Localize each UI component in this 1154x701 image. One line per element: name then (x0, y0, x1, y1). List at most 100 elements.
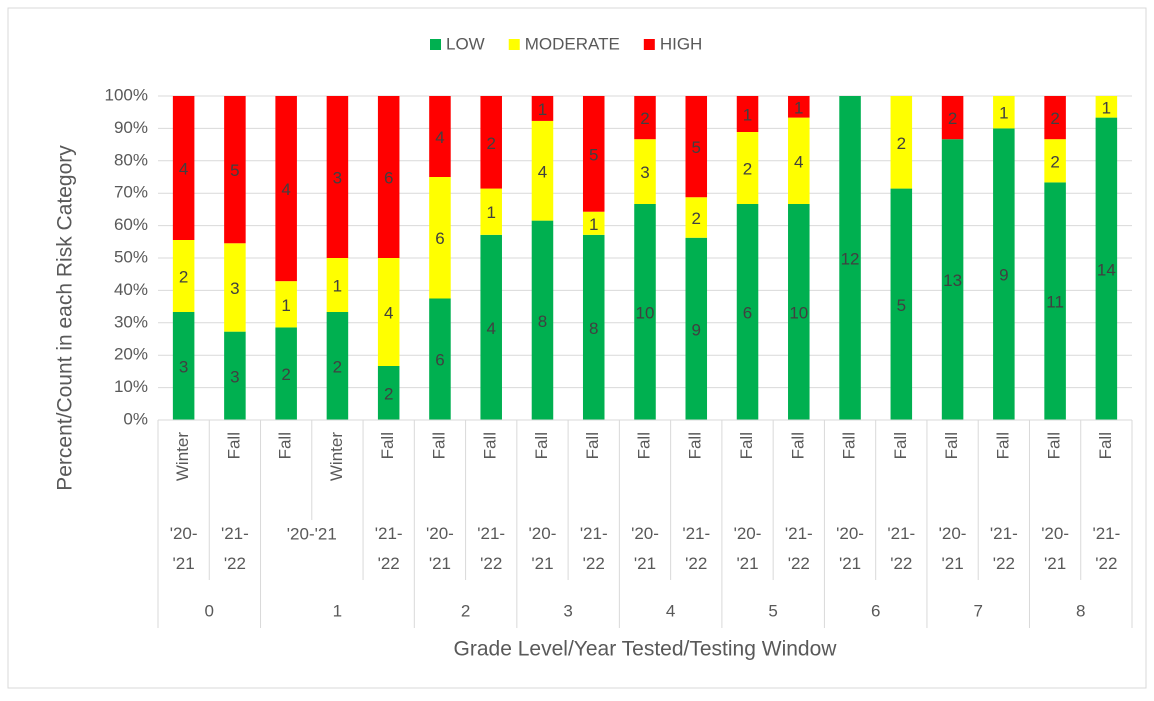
y-tick-label: 30% (114, 312, 148, 331)
data-label: 4 (281, 180, 290, 199)
bar-segment (736, 96, 759, 132)
window-label: Fall (583, 432, 602, 459)
data-label: 11 (1046, 293, 1064, 312)
bar-segment (634, 96, 656, 140)
data-label: 9 (999, 266, 1008, 285)
bar-segment (326, 312, 349, 420)
bar-segment (1095, 96, 1118, 118)
grade-label: 4 (666, 601, 675, 620)
bar-segment (788, 117, 810, 204)
grade-label: 8 (1076, 601, 1085, 620)
bar-segment (224, 331, 246, 420)
data-label: 4 (538, 162, 547, 181)
data-label: 3 (230, 367, 239, 386)
data-label: 1 (589, 215, 598, 234)
year-label: '21-'22 (785, 524, 813, 573)
data-label: 2 (743, 159, 752, 178)
window-label: Fall (942, 432, 961, 459)
bar-segment (1044, 182, 1066, 420)
year-label: '21-'22 (1092, 524, 1120, 573)
data-label: 5 (692, 138, 701, 157)
window-label: Winter (327, 432, 346, 481)
bar-segment (377, 258, 400, 366)
data-label: 13 (943, 271, 962, 290)
grade-label: 2 (461, 601, 470, 620)
data-label: 1 (486, 203, 495, 222)
bar-segment (326, 258, 349, 312)
bar-segment (172, 240, 195, 312)
y-tick-label: 60% (114, 215, 148, 234)
year-label: '21-'22 (887, 524, 915, 573)
data-label: 2 (1050, 152, 1059, 171)
bar-segment (634, 139, 656, 204)
data-label: 2 (179, 267, 188, 286)
bar-segment (480, 234, 502, 420)
legend-swatch (508, 39, 520, 50)
data-label: 4 (384, 303, 393, 322)
year-label: '21-'22 (375, 524, 403, 573)
window-label: Fall (634, 432, 653, 459)
bar-segment (480, 188, 502, 235)
grade-label: 3 (563, 601, 572, 620)
window-label: Fall (276, 432, 295, 459)
bar-segment (429, 177, 451, 299)
year-label: '21-'22 (221, 524, 249, 573)
y-tick-label: 70% (114, 183, 148, 202)
grade-label: 6 (871, 601, 880, 620)
bar-segment (326, 96, 349, 258)
data-label: 1 (794, 98, 803, 117)
data-label: 9 (692, 320, 701, 339)
legend-label: HIGH (660, 34, 703, 53)
data-label: 2 (948, 109, 957, 128)
year-label: '21-'22 (580, 524, 608, 573)
bar-segment (890, 96, 913, 189)
year-label: '20-'21 (529, 524, 557, 573)
data-label: 2 (384, 384, 393, 403)
window-label: Fall (1045, 432, 1064, 459)
data-label: 3 (179, 357, 188, 376)
data-label: 6 (435, 351, 444, 370)
bar-segment (429, 298, 451, 420)
year-label: '20-'21 (939, 524, 967, 573)
data-label: 14 (1097, 260, 1116, 279)
data-label: 1 (743, 105, 752, 124)
data-label: 1 (333, 276, 342, 295)
bar-segment (941, 96, 964, 140)
legend-swatch (643, 39, 655, 50)
window-label: Winter (173, 432, 192, 481)
data-label: 5 (230, 161, 239, 180)
bar-segment (224, 243, 246, 332)
bar-segment (429, 96, 451, 177)
data-label: 5 (897, 296, 906, 315)
grade-label: 0 (205, 601, 214, 620)
window-label: Fall (686, 432, 705, 459)
bar-segment (582, 234, 605, 420)
bar-segment (634, 204, 656, 420)
data-label: 6 (384, 168, 393, 187)
window-label: Fall (1096, 432, 1115, 459)
bar-segment (224, 96, 246, 244)
window-label: Fall (788, 432, 807, 459)
data-label: 1 (281, 296, 290, 315)
bar-segment (531, 220, 554, 420)
window-label: Fall (840, 432, 859, 459)
grade-label: 1 (333, 601, 342, 620)
window-label: Fall (429, 432, 448, 459)
legend-swatch (430, 39, 441, 50)
bar-segment (993, 96, 1015, 129)
y-tick-label: 10% (114, 377, 148, 396)
legend-label: LOW (446, 34, 485, 53)
data-label: 3 (333, 168, 342, 187)
data-label: 3 (640, 163, 649, 182)
bar-segment (788, 96, 810, 118)
year-label: '20-'21 (426, 524, 454, 573)
bar-segment (480, 96, 502, 189)
data-label: 2 (692, 209, 701, 228)
bar-segment (788, 204, 810, 420)
y-tick-label: 0% (123, 409, 148, 428)
bar-segment (941, 139, 964, 420)
y-tick-label: 50% (114, 247, 148, 266)
window-label: Fall (481, 432, 500, 459)
data-label: 1 (538, 100, 547, 119)
